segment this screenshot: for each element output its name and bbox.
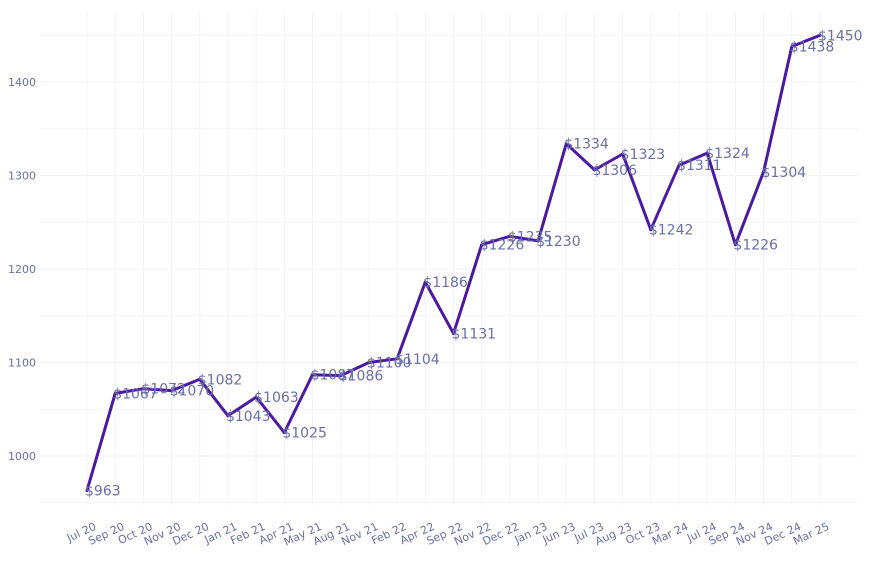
data-point (508, 234, 512, 238)
data-label: $1304 (762, 165, 807, 181)
data-point (141, 387, 145, 391)
data-label: $1242 (649, 223, 694, 239)
data-labels: $963 $1067$1072$1070$1082 $1043 $1063 $1025 $… (85, 28, 863, 499)
data-label: $1186 (423, 275, 468, 291)
y-axis-ticks: 1000 1100 1200 1300 1400 (8, 76, 36, 463)
y-tick-label: 1200 (8, 263, 36, 276)
data-point (790, 44, 794, 48)
data-point (762, 170, 766, 174)
data-point (677, 163, 681, 167)
data-point (621, 152, 625, 156)
y-tick-label: 1100 (8, 357, 36, 370)
data-point (226, 414, 230, 418)
data-label: $1450 (818, 28, 863, 44)
data-label: $1323 (621, 147, 666, 163)
data-points (85, 33, 822, 493)
data-label: $1072 (141, 382, 186, 398)
data-point (452, 332, 455, 336)
data-label: $1324 (705, 146, 750, 162)
data-point (311, 373, 315, 377)
data-label: $1025 (282, 426, 327, 442)
y-tick-label: 1300 (8, 170, 36, 183)
data-point (395, 357, 399, 361)
data-point (85, 489, 89, 493)
gridlines (40, 12, 858, 505)
data-label: $1067 (113, 386, 158, 402)
data-point (733, 243, 737, 247)
data-label: $1082 (198, 372, 243, 388)
data-point (564, 142, 568, 146)
data-label: $1311 (677, 158, 722, 174)
data-label: $1306 (592, 163, 637, 179)
data-label: $1226 (480, 238, 525, 254)
data-point (705, 151, 709, 155)
data-label: $963 (85, 484, 121, 500)
data-point (818, 33, 822, 37)
data-point (649, 228, 653, 232)
data-point (113, 391, 117, 395)
y-tick-label: 1400 (8, 76, 36, 89)
data-label: $1063 (254, 390, 299, 406)
data-label: $1087 (311, 368, 356, 384)
data-label: $1230 (536, 234, 581, 250)
data-label: $1104 (395, 352, 440, 368)
data-point (282, 431, 286, 435)
data-label: $1235 (508, 229, 553, 245)
data-point (480, 243, 484, 247)
data-point (592, 168, 596, 172)
data-label: $1131 (452, 327, 497, 343)
data-label: $1086 (339, 369, 384, 385)
data-label: $1226 (733, 238, 778, 254)
data-point (423, 280, 427, 284)
data-point (198, 377, 202, 381)
data-point (536, 239, 540, 243)
data-label: $1070 (170, 384, 215, 400)
data-point (254, 395, 258, 399)
data-point (367, 361, 371, 364)
data-point (170, 389, 174, 393)
y-tick-label: 1000 (8, 450, 36, 463)
data-point (339, 374, 343, 378)
data-label: $1438 (790, 39, 835, 55)
data-label: $1334 (564, 137, 609, 153)
data-label: $1043 (226, 409, 271, 425)
data-label: $1100 (367, 356, 412, 372)
